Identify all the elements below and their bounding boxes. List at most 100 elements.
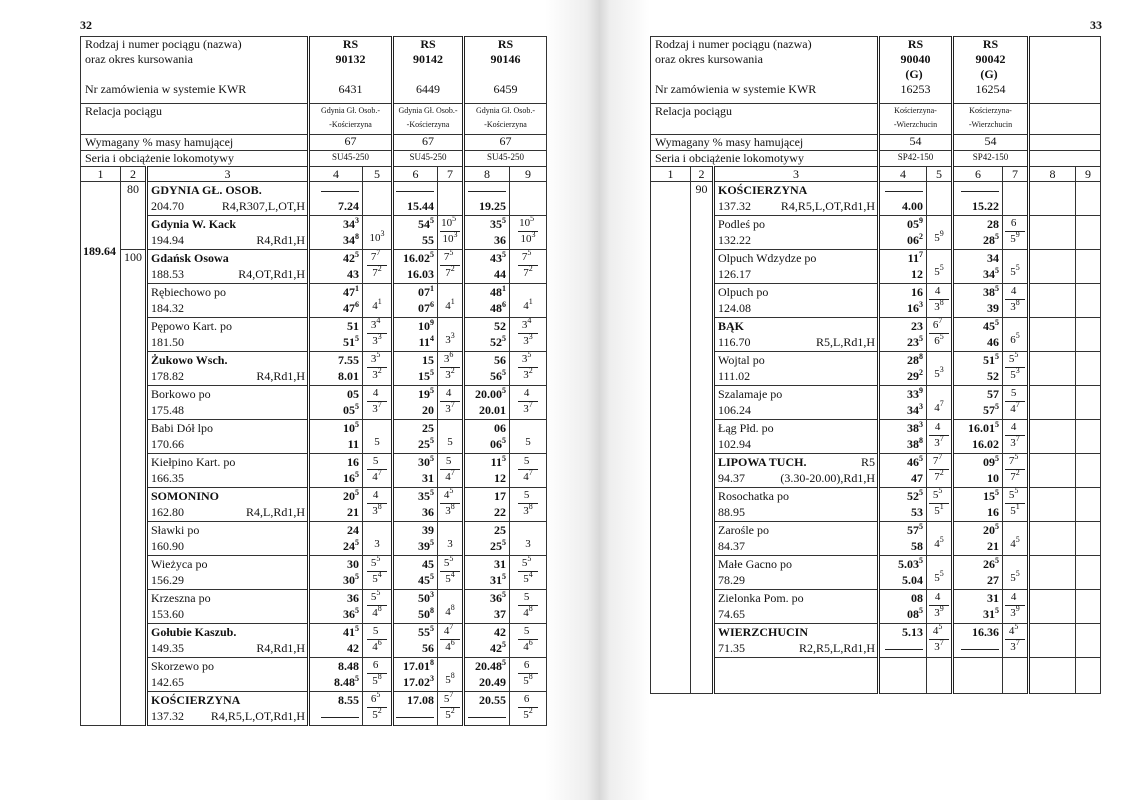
arrival-time: 24: [347, 523, 359, 537]
running-time-min: 55: [934, 263, 944, 279]
speed-limit-value: 100: [124, 250, 142, 265]
station-name: Małe Gacno po: [718, 557, 792, 571]
arrival-departure: 109 114: [391, 317, 438, 352]
train-header: [1027, 36, 1101, 104]
running-time-min: 33: [372, 332, 382, 348]
departure-time: 575: [983, 402, 999, 418]
running-time: 5 47: [362, 453, 393, 488]
empty-cell: [1075, 521, 1101, 556]
running-time-min: 37: [445, 400, 455, 416]
empty-cell: [1027, 283, 1076, 318]
locomotive-series: SP42-150: [897, 152, 934, 162]
arrival-departure: 7.24: [307, 181, 363, 216]
label: Wymagany % masy hamującej: [85, 135, 234, 150]
arrival-time: 16: [911, 285, 923, 299]
running-time: [437, 181, 464, 216]
running-time: 41: [437, 283, 464, 318]
running-time-min: 52: [372, 706, 382, 722]
running-time-min: 3: [447, 538, 453, 550]
departure-time: 53: [911, 505, 923, 519]
running-time: 5: [362, 419, 393, 454]
column-number: 3: [145, 166, 309, 182]
running-time: 34 33: [509, 317, 547, 352]
running-time-min: 5: [374, 436, 380, 448]
running-time: 34 33: [362, 317, 393, 352]
running-time-min: 46: [372, 638, 382, 654]
arrival-departure: 355 36: [391, 487, 438, 522]
relation-line: -Kościerzyna: [329, 120, 372, 129]
station-km: 124.08: [718, 301, 751, 315]
arrival-departure: 4.00: [877, 181, 927, 216]
departure-time: 12: [494, 471, 506, 485]
kwr-number: 6431: [338, 82, 363, 96]
speed-limit: 80: [120, 181, 147, 250]
running-time-min: 72: [372, 264, 382, 280]
station-name: Olpuch po: [718, 285, 769, 299]
departure-time: 165: [343, 470, 359, 486]
arrival-departure: 20.485 20.49: [462, 657, 510, 692]
running-time-min: 51: [934, 502, 944, 518]
arrival-time: 7.55: [338, 353, 359, 367]
station-km: 137.32: [718, 199, 751, 213]
station-codes: R4,Rd1,H: [256, 641, 305, 655]
relation-label: Relacja pociągu: [650, 103, 879, 135]
running-time: 41: [509, 283, 547, 318]
train-type: RS: [907, 37, 924, 52]
running-time-min: 32: [445, 366, 455, 382]
empty-cell: [1027, 317, 1076, 352]
arrival-time: 52: [494, 319, 506, 333]
departure-time: 17.023: [403, 674, 434, 690]
arrival-time: 339: [907, 386, 923, 402]
arrival-departure: 5.13: [877, 623, 927, 658]
column-number: 7: [1012, 167, 1018, 181]
running-time: 105 103: [509, 215, 547, 250]
arrival-time: 08: [911, 591, 923, 605]
departure-time: 345: [983, 266, 999, 282]
station-name: Kiełpino Kart. po: [151, 455, 236, 469]
arrival-departure: 15.44: [391, 181, 438, 216]
arrival-time: 16.015: [968, 420, 999, 436]
station-row: Rębiechowo po 184.32 471 476 41 071 076 41 481…: [81, 283, 547, 318]
arrival-time: 465: [907, 454, 923, 470]
departure-time: 305: [343, 572, 359, 588]
running-time-max: 55: [1008, 487, 1019, 502]
station: Rębiechowo po 184.32: [145, 283, 309, 318]
station-name: Borkowo po: [151, 387, 211, 401]
station: Borkowo po 175.48: [145, 385, 309, 420]
departure-time: 15.22: [972, 199, 999, 213]
column-number: 9: [1075, 166, 1101, 182]
running-time: 65 52: [362, 691, 393, 726]
loco-label: Seria i obciążenie lokomotywy: [650, 150, 879, 167]
running-time: 77 72: [362, 249, 393, 284]
train-extra: (G): [905, 67, 923, 81]
running-time-min: 38: [445, 502, 455, 518]
running-time: 53: [926, 351, 953, 386]
station-row: Żukowo Wsch. 178.82 R4,Rd1,H 7.55 8.01 35 32 1…: [81, 351, 547, 386]
station-row: Szalamaje po 106.24 339 343 47 57 575 5 47: [651, 385, 1101, 420]
running-time-min: 58: [372, 672, 382, 688]
departure-time: 19.25: [479, 199, 506, 213]
empty-cell: [1075, 181, 1101, 216]
arrival-departure: 465 47: [877, 453, 927, 488]
running-time-max: 75: [1008, 453, 1019, 468]
station-name: Gdańsk Osowa: [151, 251, 229, 265]
departure-time: 515: [343, 334, 359, 350]
departure-time: 255: [490, 538, 506, 554]
empty-cell: [1075, 555, 1101, 590]
arrival-departure: 205 21: [307, 487, 363, 522]
locomotive-series: SU45-250: [391, 150, 464, 167]
running-time-min: 103: [520, 230, 536, 246]
running-time: 33: [437, 317, 464, 352]
departure-time: 163: [907, 300, 923, 316]
running-time-max: 55: [932, 487, 943, 502]
running-time: 77 72: [926, 453, 953, 488]
label: Rodzaj i numer pociągu (nazwa): [655, 37, 812, 52]
running-time-max: 6: [1010, 217, 1017, 229]
departure-time: 36: [422, 505, 434, 519]
running-time-max: 57: [443, 691, 454, 706]
running-time: 6 52: [509, 691, 547, 726]
departure-time: 525: [490, 334, 506, 350]
locomotive-series: SU45-250: [331, 152, 369, 162]
running-time: 35 32: [362, 351, 393, 386]
station-row: Zarośle po 84.37 575 58 45 205 21 45: [651, 521, 1101, 556]
